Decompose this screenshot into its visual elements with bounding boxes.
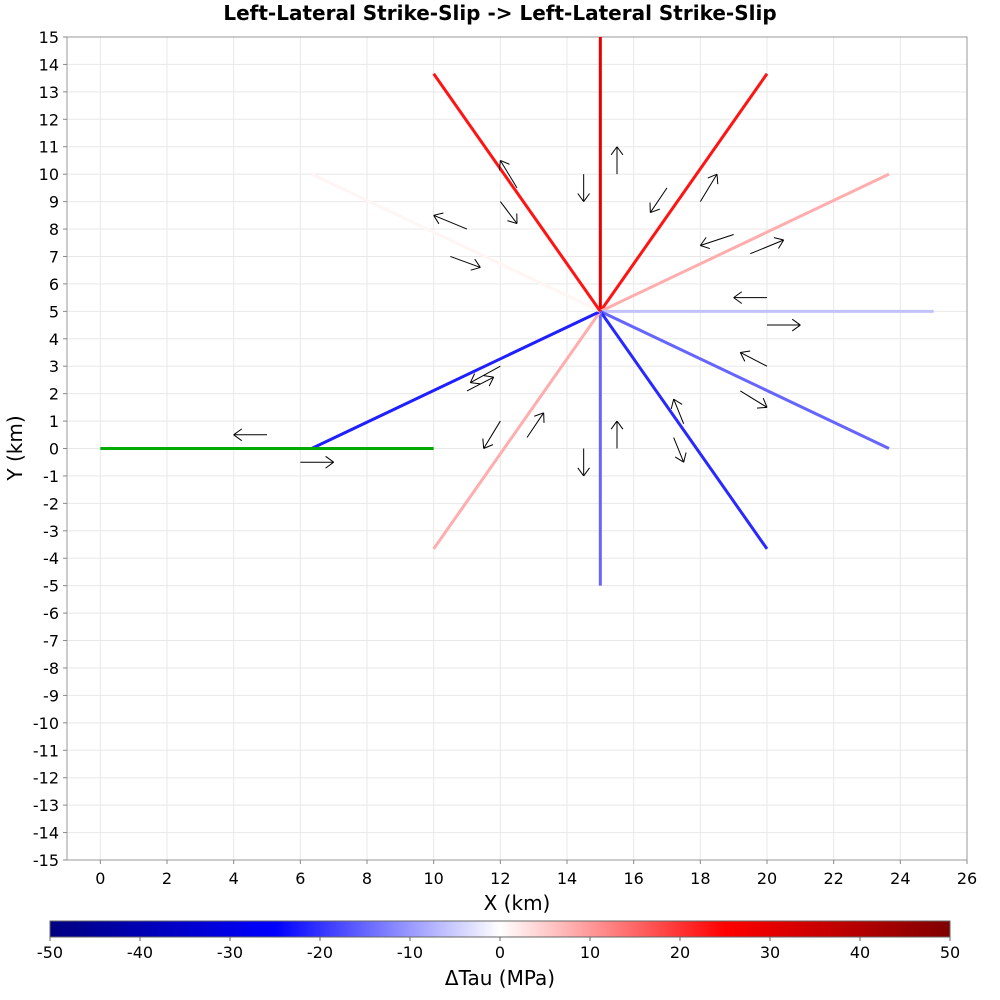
- x-axis-label: X (km): [484, 891, 551, 915]
- y-tick-label: 11: [39, 138, 59, 157]
- slip-arrow: [739, 350, 768, 367]
- colorbar-tick-label: -20: [307, 943, 333, 962]
- y-tick-label: 10: [39, 165, 59, 184]
- slip-arrow: [482, 420, 501, 449]
- chart-title: Left-Lateral Strike-Slip -> Left-Lateral…: [223, 1, 776, 25]
- receiver-fault: [432, 72, 602, 313]
- y-axis-ticks: -15-14-13-12-11-10-9-8-7-6-5-4-3-2-10123…: [33, 28, 67, 870]
- x-tick-label: 8: [362, 869, 372, 888]
- y-tick-label: -14: [33, 824, 59, 843]
- slip-arrow: [300, 455, 334, 469]
- slip-arrow: [699, 234, 734, 250]
- slip-arrow: [526, 412, 545, 438]
- receiver-faults: [311, 37, 934, 586]
- x-tick-label: 6: [295, 869, 305, 888]
- slip-arrow: [433, 212, 468, 230]
- colorbar-tick-label: -10: [397, 943, 423, 962]
- slip-arrow: [577, 448, 590, 477]
- x-tick-label: 24: [890, 869, 910, 888]
- slip-arrow: [610, 146, 624, 175]
- colorbar-tick-label: 30: [760, 943, 780, 962]
- receiver-fault: [311, 172, 601, 313]
- y-tick-label: 7: [49, 247, 59, 266]
- y-tick-label: -10: [33, 714, 59, 733]
- colorbar-tick-label: 10: [580, 943, 600, 962]
- receiver-fault: [432, 310, 602, 550]
- slip-arrow: [610, 420, 624, 449]
- y-tick-label: 3: [49, 357, 59, 376]
- receiver-fault: [599, 172, 890, 313]
- y-tick-label: -3: [43, 522, 59, 541]
- slip-arrow: [450, 255, 481, 271]
- colorbar-tick-label: -50: [37, 943, 63, 962]
- slip-arrow: [699, 173, 719, 202]
- slip-arrow: [233, 428, 267, 442]
- y-tick-label: 6: [49, 275, 59, 294]
- slip-arrows: [233, 146, 801, 477]
- y-tick-label: -6: [43, 604, 59, 623]
- slip-arrow: [577, 174, 590, 202]
- x-axis-ticks: 0 2 4 6 8 10 12 14 16 18 20 22 24 26: [95, 860, 977, 888]
- y-tick-label: 1: [49, 412, 59, 431]
- y-axis-label: Y (km): [3, 415, 27, 481]
- receiver-fault: [599, 309, 890, 450]
- x-tick-label: 0: [95, 869, 105, 888]
- y-tick-label: 4: [49, 330, 59, 349]
- x-tick-label: 22: [823, 869, 843, 888]
- y-tick-label: -5: [43, 577, 59, 596]
- x-tick-label: 2: [162, 869, 172, 888]
- receiver-fault: [599, 310, 769, 550]
- receiver-fault: [599, 72, 769, 313]
- slip-arrow: [767, 318, 801, 332]
- colorbar-tick-label: 0: [495, 943, 505, 962]
- y-tick-label: 0: [49, 440, 59, 459]
- y-tick-label: 5: [49, 302, 59, 321]
- x-tick-label: 10: [423, 869, 443, 888]
- y-tick-label: 9: [49, 193, 59, 212]
- colorbar-tick-label: 40: [850, 943, 870, 962]
- slip-arrow: [466, 375, 495, 392]
- y-tick-label: -9: [43, 686, 59, 705]
- slip-arrow: [670, 398, 685, 424]
- x-tick-label: 12: [490, 869, 510, 888]
- slip-arrow: [740, 390, 768, 409]
- x-tick-label: 18: [690, 869, 710, 888]
- y-tick-label: -1: [43, 467, 59, 486]
- y-tick-label: -7: [43, 632, 59, 651]
- colorbar-tick-label: -30: [217, 943, 243, 962]
- y-tick-label: 2: [49, 385, 59, 404]
- y-tick-label: 13: [39, 83, 59, 102]
- y-tick-label: -4: [43, 549, 59, 568]
- slip-arrow: [469, 365, 501, 385]
- x-tick-label: 4: [229, 869, 239, 888]
- colorbar-label: ΔTau (MPa): [445, 966, 555, 990]
- y-tick-label: -11: [33, 741, 59, 760]
- slip-arrow: [499, 159, 518, 189]
- slip-arrow: [673, 437, 687, 463]
- x-tick-label: 20: [757, 869, 777, 888]
- y-tick-label: 12: [39, 110, 59, 129]
- x-tick-label: 26: [957, 869, 977, 888]
- y-tick-label: 15: [39, 28, 59, 47]
- y-tick-label: -2: [43, 494, 59, 513]
- y-tick-label: -12: [33, 769, 59, 788]
- receiver-fault: [311, 309, 601, 450]
- slip-arrow: [733, 291, 767, 304]
- y-tick-label: 14: [39, 55, 59, 74]
- colorbar-tick-label: 20: [670, 943, 690, 962]
- slip-arrow: [499, 201, 518, 225]
- y-tick-label: 8: [49, 220, 59, 239]
- y-tick-label: -15: [33, 851, 59, 870]
- colorbar-tick-label: 50: [940, 943, 960, 962]
- y-tick-label: -13: [33, 796, 59, 815]
- x-tick-label: 16: [623, 869, 643, 888]
- y-tick-label: -8: [43, 659, 59, 678]
- colorbar-tick-label: -40: [127, 943, 153, 962]
- colorbar-ticks: -50 -40 -30 -20 -10 0 10 20 30 40 50: [37, 937, 960, 962]
- x-tick-label: 14: [557, 869, 577, 888]
- slip-arrow: [750, 237, 785, 255]
- colorbar: [49, 920, 951, 938]
- slip-arrow: [649, 187, 668, 214]
